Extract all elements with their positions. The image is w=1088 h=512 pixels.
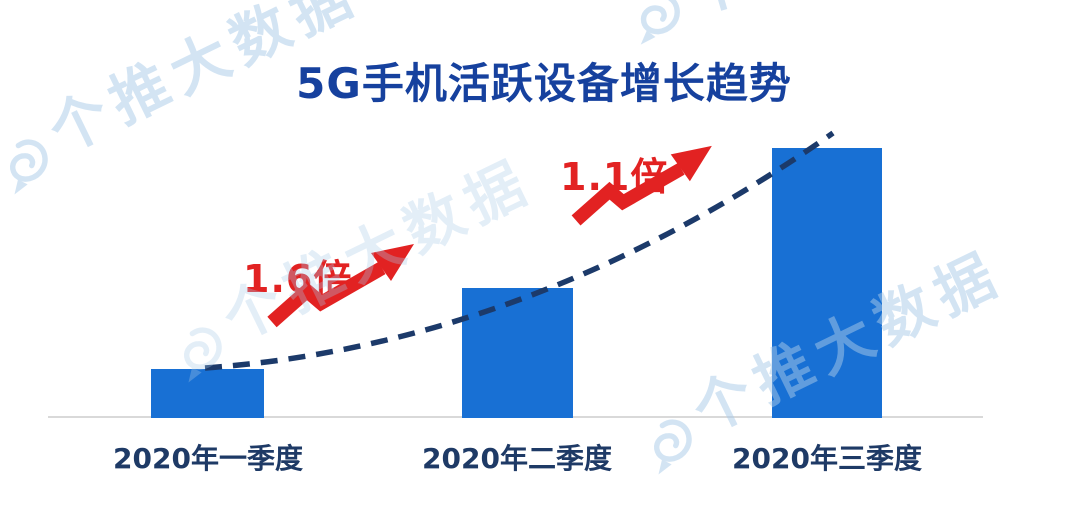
x-axis-label-q3: 2020年三季度: [732, 442, 922, 475]
chart-title: 5G手机活跃设备增长趋势: [296, 59, 792, 108]
getui-mascot-icon: [10, 139, 48, 195]
bar-2020-q2: [462, 288, 573, 418]
growth-arrow-icon: [267, 244, 414, 328]
getui-mascot-icon: [654, 419, 692, 475]
bar-2020-q3: [772, 148, 882, 418]
growth-arrow-icon: [571, 145, 712, 226]
getui-mascot-icon: [640, 0, 680, 45]
bar-2020-q1: [151, 369, 264, 418]
watermark-text: 个推大数据: [676, 0, 1021, 29]
watermark: 个推大数据: [617, 0, 1022, 46]
x-axis-label-q2: 2020年二季度: [422, 442, 612, 475]
x-axis-label-q1: 2020年一季度: [113, 442, 303, 475]
